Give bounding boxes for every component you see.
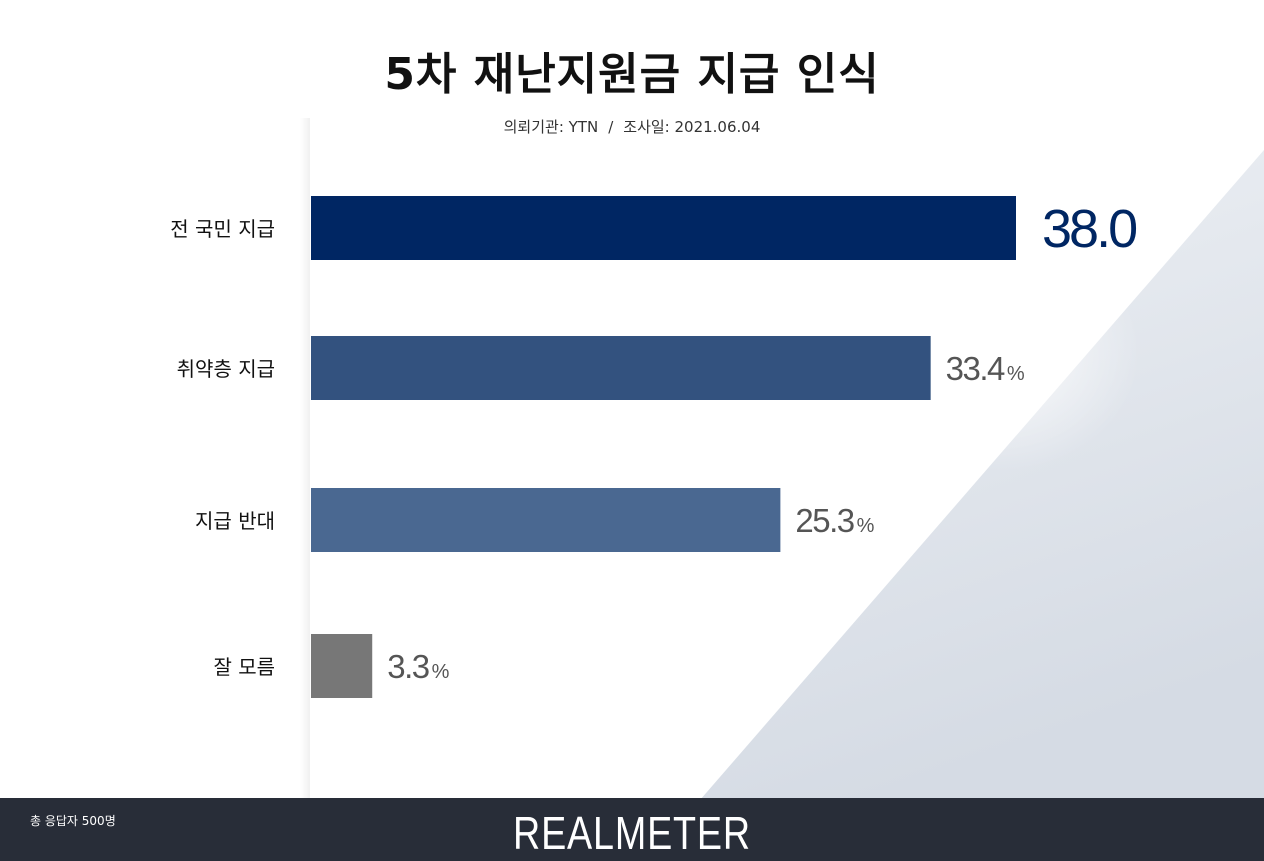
value-unit: % (1007, 363, 1025, 385)
value-label: 3.3% (387, 648, 449, 685)
subtitle-separator: / (608, 118, 614, 136)
client-label: 의뢰기관: YTN (503, 118, 599, 136)
value-label: 33.4% (946, 350, 1025, 387)
bar (311, 336, 931, 400)
category-label: 지급 반대 (195, 509, 275, 533)
value-number: 38.0 (1042, 199, 1136, 259)
value-label: 25.3% (795, 502, 874, 539)
value-number: 3.3 (387, 648, 429, 685)
category-label: 취약층 지급 (177, 357, 275, 381)
value-label: 38.0 (1042, 199, 1136, 259)
bar (311, 196, 1016, 260)
bar-chart: 전 국민 지급 38.0 취약층 지급 33.4 % 지급 반대 25.3 % 잘 모름 3.3% (170, 196, 1139, 698)
category-label: 전 국민 지급 (170, 217, 275, 241)
chart-subtitle: 의뢰기관: YTN / 조사일: 2021.06.04 (0, 116, 1264, 137)
value-unit: % (857, 515, 875, 537)
value-number: 25.3 (795, 502, 853, 539)
date-label: 조사일: 2021.06.04 (623, 118, 761, 136)
bar (311, 634, 373, 698)
axis-shadow (300, 118, 310, 798)
category-label: 잘 모름 (213, 655, 275, 679)
bar (311, 488, 781, 552)
chart-title: 5차 재난지원금 지급 인식 (384, 49, 880, 100)
value-unit: % (432, 661, 450, 683)
brand-logo: REALMETER (513, 807, 751, 859)
value-number: 33.4 (946, 350, 1005, 387)
respondent-count: 총 응답자 500명 (30, 814, 116, 828)
footer-bar: 총 응답자 500명 REALMETER (0, 798, 1264, 861)
